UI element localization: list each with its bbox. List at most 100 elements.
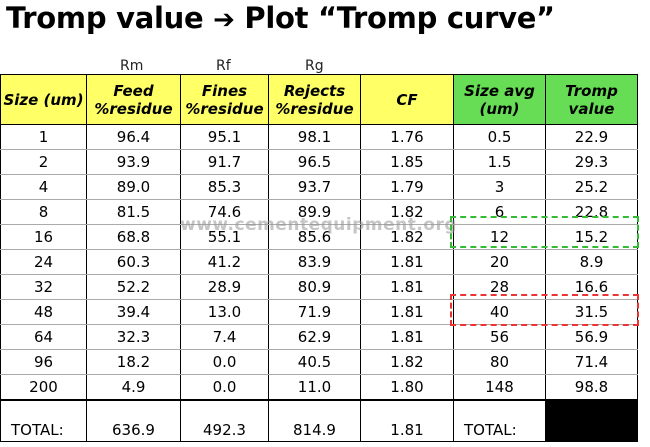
header-size: Size (um)	[0, 74, 87, 125]
cell-feed: 4.9	[86, 374, 181, 401]
cell-cf: 1.82	[360, 199, 454, 225]
total-label-2: TOTAL:	[453, 399, 546, 442]
total-tromp-blacked-out	[545, 399, 638, 442]
arrow-right-icon: ➔	[213, 5, 235, 35]
cell-cf: 1.79	[360, 174, 454, 200]
cell-feed: 60.3	[86, 249, 181, 275]
cell-cf: 1.82	[360, 224, 454, 250]
cell-fines: 85.3	[180, 174, 269, 200]
cell-feed: 18.2	[86, 349, 181, 375]
feed-symbol-label: Rm	[120, 58, 144, 74]
cell-cf: 1.76	[360, 124, 454, 150]
cell-size: 8	[0, 199, 87, 225]
cell-size: 32	[0, 274, 87, 300]
table-row: 2 93.9 91.7 96.5 1.85 1.5 29.3	[0, 149, 638, 175]
cell-rejects: 62.9	[268, 324, 361, 350]
cell-size: 4	[0, 174, 87, 200]
fines-symbol-label: Rf	[216, 58, 231, 74]
header-rejects: Rejects %residue	[268, 74, 361, 125]
cell-feed: 81.5	[86, 199, 181, 225]
cell-feed: 52.2	[86, 274, 181, 300]
cell-size-avg: 20	[453, 249, 546, 275]
cell-rejects: 96.5	[268, 149, 361, 175]
rejects-symbol-label: Rg	[305, 58, 324, 74]
cell-size-avg: 12	[453, 224, 546, 250]
cell-rejects: 83.9	[268, 249, 361, 275]
page-title: Tromp value ➔ Plot “Tromp curve”	[6, 0, 555, 42]
cell-feed: 39.4	[86, 299, 181, 325]
table-row: 200 4.9 0.0 11.0 1.80 148 98.8	[0, 374, 638, 401]
cell-fines: 13.0	[180, 299, 269, 325]
cell-rejects: 93.7	[268, 174, 361, 200]
total-rejects: 814.9	[268, 399, 361, 442]
cell-size: 24	[0, 249, 87, 275]
cell-feed: 32.3	[86, 324, 181, 350]
total-cf: 1.81	[360, 399, 454, 442]
cell-size-avg: 80	[453, 349, 546, 375]
table-row: 96 18.2 0.0 40.5 1.82 80 71.4	[0, 349, 638, 375]
total-feed: 636.9	[86, 399, 181, 442]
cell-size-avg: 148	[453, 374, 546, 401]
cell-cf: 1.81	[360, 249, 454, 275]
cell-fines: 41.2	[180, 249, 269, 275]
cell-cf: 1.80	[360, 374, 454, 401]
cell-size: 64	[0, 324, 87, 350]
cell-fines: 55.1	[180, 224, 269, 250]
table-body: 1 96.4 95.1 98.1 1.76 0.5 22.9 2 93.9 91.7 96.5 1.8…	[0, 124, 638, 442]
cell-tromp: 98.8	[545, 374, 638, 401]
table-row: 64 32.3 7.4 62.9 1.81 56 56.9	[0, 324, 638, 350]
cell-fines: 28.9	[180, 274, 269, 300]
cell-size: 200	[0, 374, 87, 401]
cell-fines: 95.1	[180, 124, 269, 150]
header-cf: CF	[360, 74, 454, 125]
cell-tromp: 29.3	[545, 149, 638, 175]
highlight-box-red	[450, 294, 639, 326]
cell-cf: 1.81	[360, 299, 454, 325]
cell-size-avg: 0.5	[453, 124, 546, 150]
total-fines: 492.3	[180, 399, 269, 442]
cell-cf: 1.81	[360, 324, 454, 350]
cell-size: 2	[0, 149, 87, 175]
cell-size: 1	[0, 124, 87, 150]
totals-row: TOTAL: 636.9 492.3 814.9 1.81 TOTAL:	[0, 399, 638, 442]
cell-size-avg: 1.5	[453, 149, 546, 175]
header-feed: Feed %residue	[86, 74, 181, 125]
cell-tromp: 56.9	[545, 324, 638, 350]
title-right: Plot “Tromp curve”	[244, 1, 555, 35]
cell-tromp: 8.9	[545, 249, 638, 275]
cell-size: 96	[0, 349, 87, 375]
header-tromp: Tromp value	[545, 74, 638, 125]
cell-rejects: 98.1	[268, 124, 361, 150]
cell-fines: 0.0	[180, 374, 269, 401]
table-row: 24 60.3 41.2 83.9 1.81 20 8.9	[0, 249, 638, 275]
table-row: 32 52.2 28.9 80.9 1.81 28 16.6	[0, 274, 638, 300]
cell-rejects: 85.6	[268, 224, 361, 250]
total-label: TOTAL:	[0, 399, 87, 442]
cell-tromp: 15.2	[545, 224, 638, 250]
cell-tromp: 25.2	[545, 174, 638, 200]
cell-rejects: 80.9	[268, 274, 361, 300]
table-row: 16 68.8 55.1 85.6 1.82 12 15.2	[0, 224, 638, 250]
cell-size-avg: 3	[453, 174, 546, 200]
cell-rejects: 40.5	[268, 349, 361, 375]
cell-size: 16	[0, 224, 87, 250]
cell-rejects: 71.9	[268, 299, 361, 325]
table-row: 48 39.4 13.0 71.9 1.81 40 31.5	[0, 299, 638, 325]
header-fines: Fines %residue	[180, 74, 269, 125]
table-row: 1 96.4 95.1 98.1 1.76 0.5 22.9	[0, 124, 638, 150]
cell-tromp: 22.9	[545, 124, 638, 150]
header-row: Size (um) Feed %residue Fines %residue R…	[0, 74, 638, 125]
cell-tromp: 31.5	[545, 299, 638, 325]
cell-cf: 1.82	[360, 349, 454, 375]
cell-feed: 93.9	[86, 149, 181, 175]
cell-feed: 68.8	[86, 224, 181, 250]
table-row: 4 89.0 85.3 93.7 1.79 3 25.2	[0, 174, 638, 200]
highlight-box-green	[450, 216, 639, 248]
cell-cf: 1.81	[360, 274, 454, 300]
cell-feed: 89.0	[86, 174, 181, 200]
header-size-avg: Size avg (um)	[453, 74, 546, 125]
cell-feed: 96.4	[86, 124, 181, 150]
cell-fines: 0.0	[180, 349, 269, 375]
cell-size: 48	[0, 299, 87, 325]
cell-cf: 1.85	[360, 149, 454, 175]
